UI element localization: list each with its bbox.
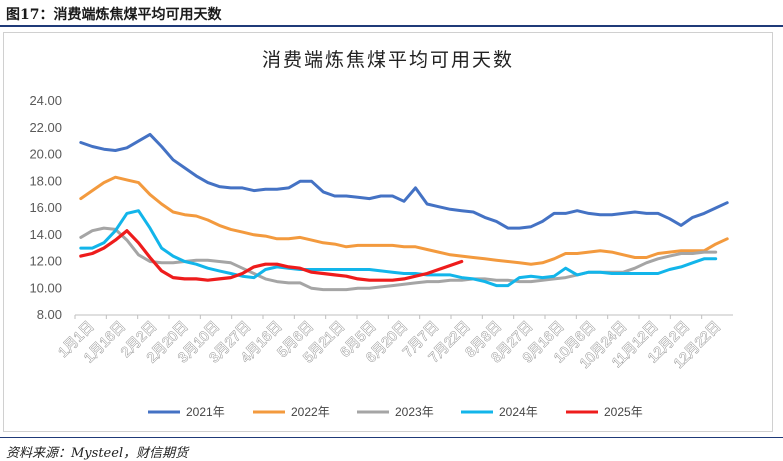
source-note: 资料来源：Mysteel，财信期货 [6,446,189,461]
y-tick-label: 8.00 [37,307,62,322]
series-line-2024 [79,209,718,288]
legend-label: 2022年 [291,405,330,419]
y-tick-label: 10.00 [29,280,62,295]
y-tick-label: 16.00 [29,200,62,215]
legend-label: 2023年 [395,405,434,419]
y-tick-label: 18.00 [29,173,62,188]
series-line-2025 [79,229,464,282]
legend-label: 2025年 [604,405,643,419]
x-axis-labels: 1月1日1月16日2月2日2月20日3月10日3月27日4月16日5月6日5月2… [54,317,724,371]
source-rule [0,437,783,438]
y-tick-label: 20.00 [29,147,62,162]
chart-frame [3,32,773,432]
x-axis-ticks [74,315,703,319]
y-tick-label: 22.00 [29,120,62,135]
legend: 2021年 2022年 2023年 2024年 2025年 [148,405,643,419]
y-tick-label: 12.00 [29,254,62,269]
y-tick-label: 14.00 [29,227,62,242]
series-line-2021 [79,132,729,230]
chart-title: 消费端炼焦煤平均可用天数 [262,49,514,71]
series-lines [79,132,729,292]
series-line-2022 [79,175,729,266]
y-tick-label: 24.00 [29,93,62,108]
legend-label: 2024年 [499,405,538,419]
y-axis: 8.00 10.00 12.00 14.00 16.00 18.00 20.00 22.00 2… [29,93,62,322]
caption-underline [0,25,783,27]
legend-label: 2021年 [186,405,225,419]
figure-caption: 图17：消费端炼焦煤平均可用天数 [6,7,222,23]
